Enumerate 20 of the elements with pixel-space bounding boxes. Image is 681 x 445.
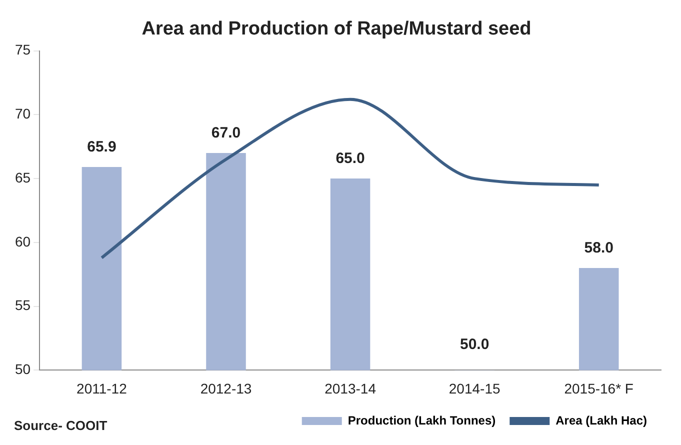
data-label: 58.0 [584,240,614,257]
y-tick-label: 50 [14,361,31,378]
data-label: 65.0 [336,150,365,168]
x-tick-label: 2014-15 [448,380,500,396]
y-tick-label: 70 [14,106,31,122]
y-tick-label: 55 [14,297,31,314]
y-tick-label: 60 [14,233,31,250]
legend-label: Production (Lakh Tonnes) [348,413,496,428]
chart-title: Area and Production of Rape/Mustard seed [142,18,532,40]
data-label: 50.0 [460,336,490,353]
y-tick-label: 65 [14,169,31,186]
data-label: 67.0 [211,124,241,142]
data-label: 65.9 [87,138,116,156]
legend-label: Area (Lakh Hac) [556,413,648,428]
x-tick-label: 2013-14 [324,380,376,396]
x-tick-label: 2015-16* F [564,380,634,396]
x-tick-label: 2012-13 [200,380,252,396]
y-tick-label: 75 [14,42,31,58]
x-tick-label: 2011-12 [76,380,128,396]
source-note: Source- COOIT [14,418,108,434]
